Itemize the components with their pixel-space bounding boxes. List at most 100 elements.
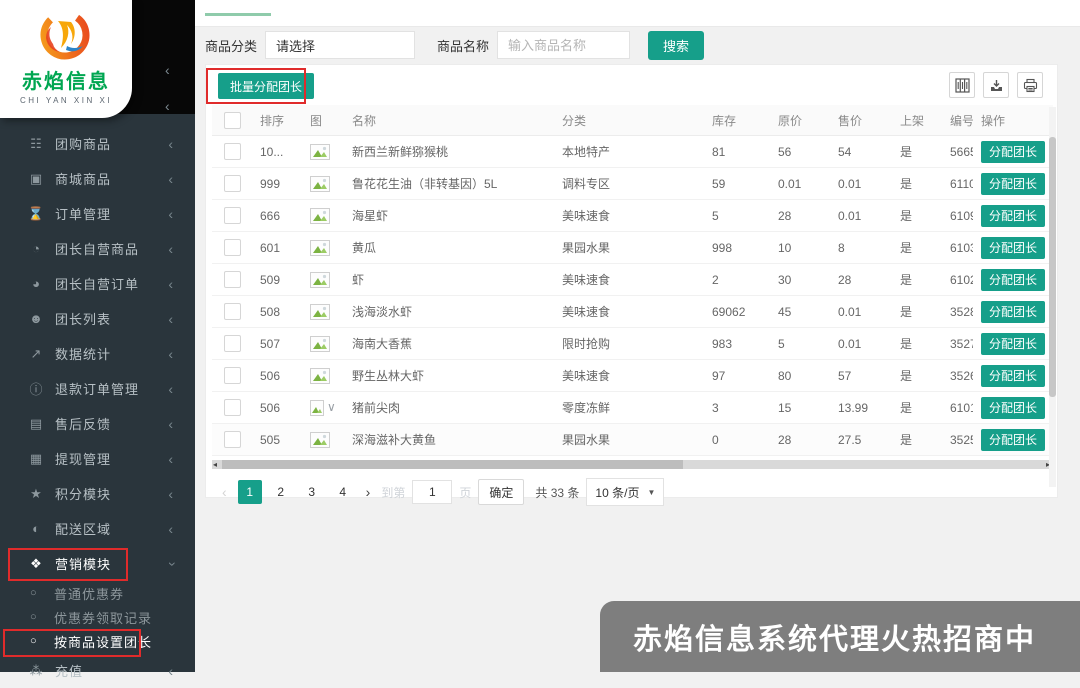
- assign-leader-button[interactable]: 分配团长: [981, 428, 1046, 451]
- product-name-input[interactable]: [497, 31, 631, 59]
- category-select[interactable]: 请选择: [265, 31, 416, 59]
- chiyan-logo-icon: [40, 10, 90, 60]
- cell-sale-price: 0.01: [830, 327, 892, 360]
- assign-leader-button[interactable]: 分配团长: [981, 364, 1046, 387]
- row-checkbox[interactable]: [223, 399, 241, 416]
- assign-leader-button[interactable]: 分配团长: [981, 236, 1046, 259]
- sidebar-item-leader-list[interactable]: ☻ 团长列表 ‹: [0, 301, 195, 336]
- assign-leader-button[interactable]: 分配团长: [981, 332, 1046, 355]
- export-button[interactable]: [983, 72, 1009, 98]
- cell-stock: 5: [704, 199, 770, 232]
- horizontal-scrollbar-thumb[interactable]: [222, 460, 684, 469]
- assign-leader-button[interactable]: 分配团长: [981, 268, 1046, 291]
- cell-name: 野生丛林大虾: [344, 359, 554, 392]
- assign-leader-button[interactable]: 分配团长: [981, 204, 1046, 227]
- sidebar-item-recharge[interactable]: ⁂ 充值 ‹: [0, 653, 195, 688]
- pagination-next-icon[interactable]: ›: [365, 484, 371, 500]
- chevron-left-icon: ‹: [168, 205, 173, 222]
- sidebar-item-delivery-area[interactable]: ◐ 配送区域 ‹: [0, 511, 195, 546]
- row-checkbox[interactable]: [223, 207, 241, 224]
- pagination-prev-icon[interactable]: ‹: [222, 484, 227, 500]
- broken-image-icon: [310, 175, 330, 192]
- cell-sort: 506: [252, 359, 302, 392]
- sidebar-item-leader-self-orders[interactable]: ◕ 团长自营订单 ‹: [0, 266, 195, 301]
- sidebar-item-data-statistics[interactable]: ↗ 数据统计 ‹: [0, 336, 195, 371]
- sidebar-item-order-management[interactable]: ⌛ 订单管理 ‹: [27, 205, 173, 223]
- cell-name: 深海滋补大黄鱼: [344, 423, 554, 456]
- cell-sale-price: 0.01: [830, 167, 892, 200]
- cell-listed: 是: [892, 135, 942, 168]
- select-all-checkbox[interactable]: [223, 111, 241, 129]
- card-toolbar: 批量分配团长: [206, 65, 1057, 105]
- row-checkbox[interactable]: [223, 239, 241, 256]
- star-icon: ★: [30, 485, 42, 501]
- cell-category: 美味速食: [554, 199, 704, 232]
- pagination-page-4[interactable]: 4: [339, 485, 347, 499]
- sidebar-subitem-normal-coupon[interactable]: ○ 普通优惠券: [30, 586, 125, 602]
- chevron-left-icon: ‹: [168, 170, 173, 187]
- cell-stock: 3: [704, 391, 770, 424]
- chevron-left-icon: ‹: [168, 310, 173, 327]
- search-button[interactable]: 搜索: [648, 30, 705, 60]
- category-label: 商品分类: [205, 38, 258, 54]
- cell-sn: 5665: [942, 135, 973, 168]
- cell-sort: 999: [252, 167, 302, 200]
- chevron-left-icon: ‹: [168, 135, 173, 152]
- row-checkbox[interactable]: [223, 335, 241, 352]
- row-checkbox[interactable]: [223, 143, 241, 160]
- print-button[interactable]: [1017, 72, 1043, 98]
- cell-category: 零度冻鲜: [554, 391, 704, 424]
- sidebar-item-marketing-module[interactable]: ❖ 营销模块 ‹: [0, 546, 195, 581]
- chevron-left-icon: ‹: [168, 662, 173, 679]
- sidebar-item-leader-self-products[interactable]: ◔ 团长自营商品 ‹: [0, 231, 195, 266]
- page-size-select[interactable]: 10 条/页 ▼: [586, 478, 665, 506]
- sidebar-subitem-set-leader-by-product[interactable]: ○ 按商品设置团长: [30, 634, 153, 650]
- pagination-page-1[interactable]: 1: [237, 480, 262, 504]
- cell-category: 美味速食: [554, 295, 704, 328]
- info-icon: ⓘ: [29, 382, 43, 397]
- row-checkbox[interactable]: [223, 431, 241, 448]
- circle-icon: ○: [30, 587, 37, 599]
- pagination-page-2[interactable]: 2: [277, 485, 285, 499]
- vertical-scrollbar[interactable]: [1049, 107, 1056, 487]
- confirm-button[interactable]: 确定: [478, 479, 525, 505]
- cell-listed: 是: [892, 423, 942, 456]
- goto-page-input[interactable]: [412, 480, 453, 504]
- cell-sn: 6110: [942, 167, 973, 200]
- scroll-right-arrow-icon[interactable]: ▸: [1045, 460, 1050, 469]
- sidebar-menu: ☷ 团购商品 ‹ ▣ 商城商品 ‹ ⌛ 订单管理 ‹ ◔ 团长自营商品 ‹ ◕ …: [0, 126, 195, 688]
- vertical-scrollbar-thumb[interactable]: [1049, 137, 1056, 397]
- cell-sort: 505: [252, 423, 302, 456]
- row-checkbox[interactable]: [223, 367, 241, 384]
- table-row: 505 深海滋补大黄鱼 果园水果 0 28 27.5 是 3525 分配团长: [212, 423, 1053, 456]
- chevron-left-icon: ‹: [168, 345, 173, 362]
- cell-sort: 507: [252, 327, 302, 360]
- row-checkbox[interactable]: [223, 271, 241, 288]
- sidebar-item-points-module[interactable]: ★ 积分模块 ‹: [0, 476, 195, 511]
- pagination-page-3[interactable]: 3: [308, 485, 316, 499]
- sidebar-subitem-coupon-claim-records[interactable]: ○ 优惠券领取记录: [30, 610, 153, 626]
- horizontal-scrollbar[interactable]: ◂ ▸: [212, 460, 1051, 469]
- assign-leader-button[interactable]: 分配团长: [981, 396, 1046, 419]
- scroll-left-arrow-icon[interactable]: ◂: [213, 460, 218, 469]
- row-checkbox[interactable]: [223, 303, 241, 320]
- cell-name: 新西兰新鲜猕猴桃: [344, 135, 554, 168]
- sidebar-item-groupbuy-products[interactable]: ☷ 团购商品 ‹: [0, 126, 195, 161]
- assign-leader-button[interactable]: 分配团长: [981, 172, 1046, 195]
- assign-leader-button[interactable]: 分配团长: [981, 300, 1046, 323]
- cell-sort: 601: [252, 231, 302, 264]
- assign-leader-button[interactable]: 分配团长: [981, 140, 1046, 163]
- filter-columns-button[interactable]: [949, 72, 975, 98]
- cell-sale-price: 57: [830, 359, 892, 392]
- batch-assign-leader-button[interactable]: 批量分配团长: [218, 73, 315, 99]
- groupbuy-icon: ☷: [30, 135, 42, 151]
- watermark-banner: 赤焰信息系统代理火热招商中: [600, 601, 1080, 672]
- cell-original-price: 80: [770, 359, 830, 392]
- sidebar-item-mall-products[interactable]: ▣ 商城商品 ‹: [0, 161, 195, 196]
- cell-listed: 是: [892, 295, 942, 328]
- sidebar-item-aftersales-feedback[interactable]: ▤ 售后反馈 ‹: [0, 406, 195, 441]
- sidebar-item-refund-order-management[interactable]: ⓘ 退款订单管理 ‹: [0, 371, 195, 406]
- sidebar-item-withdrawal-management[interactable]: ▦ 提现管理 ‹: [0, 441, 195, 476]
- row-checkbox[interactable]: [223, 175, 241, 192]
- cell-sale-price: 0.01: [830, 199, 892, 232]
